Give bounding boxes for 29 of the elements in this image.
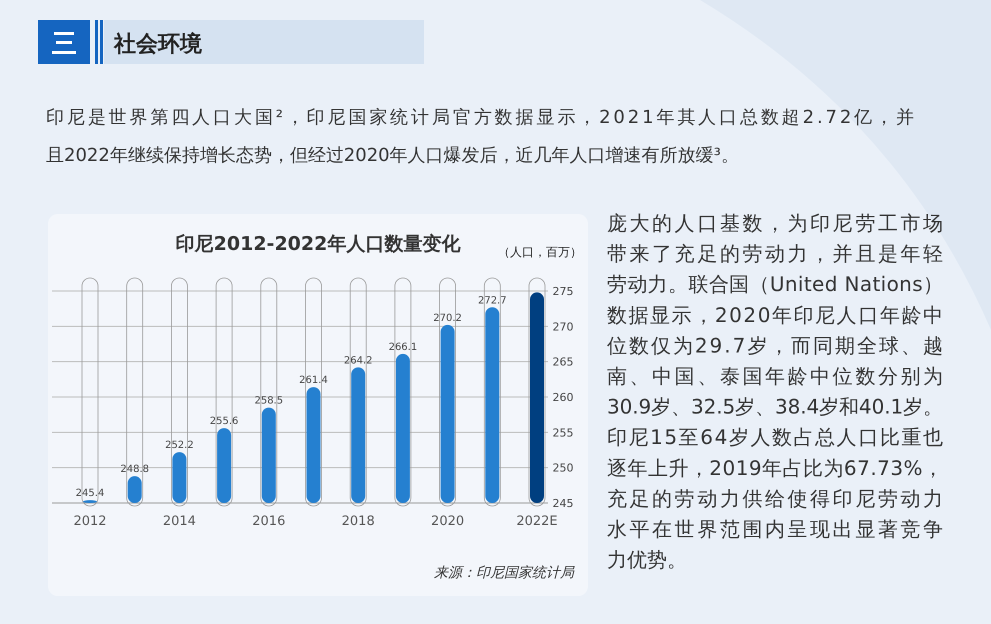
text: 庞大的人口基数，为印尼劳工市场带来了充足的劳动力，并且是年轻劳动力。联合国（United Nations）数据显示，2020年印尼人口年龄中位数仅为29.7岁，而同期全球、越南、中国、泰国年龄中位数分别为30.9岁、32.5岁、38.4岁和40.1岁。印尼15至64岁人数占总人口比重也逐年上升，2019年占比为67.73%，充足的劳动力供给使得印尼劳动力水平在世界范围内呈现出显著竞争力优势。	[607, 211, 943, 572]
source-note: 来源：印尼国家统计局	[434, 565, 575, 581]
data-label: 266.1	[388, 342, 418, 353]
data-label: 261.4	[299, 375, 328, 386]
y-tick-label: 255	[552, 426, 574, 440]
x-tick-label: 2012	[73, 514, 107, 529]
data-label: 272.7	[478, 295, 507, 306]
data-label: 270.2	[433, 312, 462, 324]
y-axis-title: （人口，百万）	[498, 245, 582, 259]
data-label: 252.2	[165, 440, 194, 452]
x-tick-label: 2014	[162, 514, 196, 529]
data-label: 245.4	[76, 488, 104, 500]
x-tick-label: 2020	[431, 514, 464, 529]
data-label: 258.5	[254, 396, 284, 407]
y-tick-label: 265	[552, 356, 574, 369]
text: 社会环境	[113, 31, 202, 57]
x-tick-label: 2018	[342, 514, 375, 529]
y-tick-label: 250	[552, 462, 574, 475]
data-label: 255.6	[210, 416, 238, 428]
data-label: 264.2	[344, 355, 373, 366]
y-tick-label: 260	[552, 391, 574, 404]
y-tick-label: 245	[552, 497, 574, 510]
x-tick-label: 2016	[252, 514, 286, 529]
text: 印尼是世界第四人口大国²，印尼国家统计局官方数据显示，2021年其人口总数超2.72亿，并且2022年继续保持增长态势，但经过2020年人口爆发后，近几年人口增速有所放缓³。	[46, 107, 914, 166]
chart-title: 印尼2012-2022年人口数量变化	[176, 233, 462, 255]
y-tick-label: 275	[552, 285, 574, 298]
x-tick-label: 2022E	[516, 514, 558, 529]
y-tick-label: 270	[552, 320, 574, 334]
data-label: 248.8	[120, 464, 150, 476]
